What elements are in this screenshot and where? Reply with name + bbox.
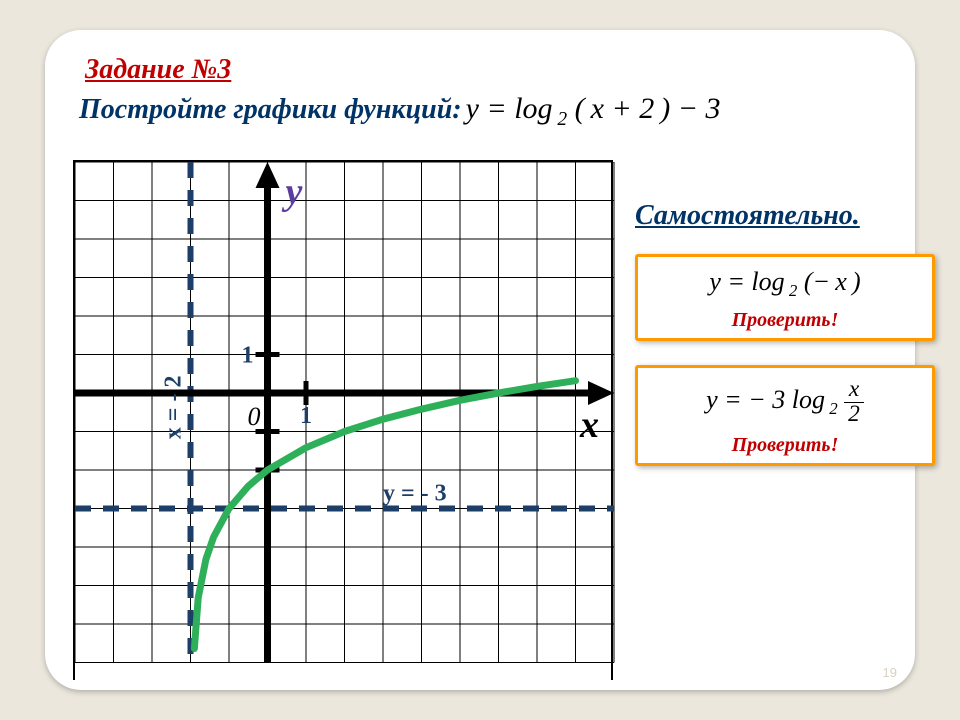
check-button-1[interactable]: Проверить! [648,309,922,332]
check-button-2[interactable]: Проверить! [648,434,922,457]
equation-box-1: y = log 2 (− x ) Проверить! [635,254,935,341]
self-title: Самостоятельно. [635,200,935,232]
svg-text:y = - 3: y = - 3 [383,481,447,507]
svg-text:0: 0 [248,402,261,431]
slide-card: Задание №3 Постройте графики функций: y … [45,30,915,690]
svg-text:x = - 2: x = - 2 [161,376,187,440]
graph-svg: y x 0 1 1 y = - 3 x = - 2 [75,162,615,682]
side-column: Самостоятельно. y = log 2 (− x ) Провери… [635,200,935,490]
graph-area: y x 0 1 1 y = - 3 x = - 2 [73,160,613,680]
svg-text:y: y [282,171,303,213]
equation-box-2: y = − 3 log 2 x2 Проверить! [635,365,935,466]
task-subtitle: Постройте графики функций: [79,94,462,126]
equation-2: y = − 3 log 2 x2 [648,378,922,426]
task-number: Задание №3 [85,54,887,86]
main-formula: y = log 2 ( x + 2 ) − 3 [466,92,721,131]
svg-text:x: x [579,404,599,446]
equation-1: y = log 2 (− x ) [648,267,922,301]
svg-text:1: 1 [242,343,254,369]
page-number: 19 [883,665,897,680]
svg-text:1: 1 [300,403,312,429]
